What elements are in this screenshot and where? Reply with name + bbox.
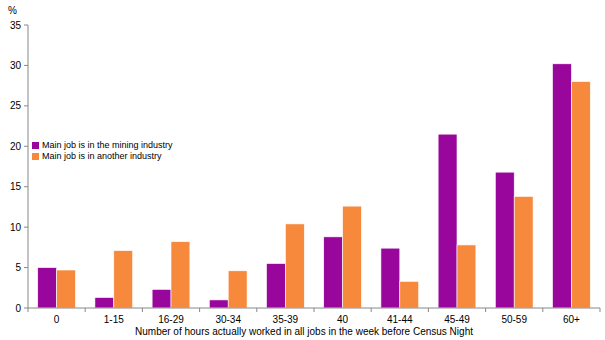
x-tick-label: 41-44 [387, 314, 413, 325]
bar [343, 206, 362, 308]
x-tick-label: 1-15 [104, 314, 124, 325]
bar [95, 297, 114, 308]
y-tick-label: 10 [10, 222, 22, 233]
bar [114, 251, 133, 308]
bar [267, 264, 286, 308]
x-tick-label: 60+ [563, 314, 580, 325]
y-tick-label: 15 [10, 181, 22, 192]
y-tick-label: 0 [15, 303, 21, 314]
y-tick [24, 105, 28, 106]
bar [38, 268, 57, 308]
legend: Main job is in the mining industryMain j… [32, 140, 173, 161]
x-tick [142, 308, 143, 312]
bar [571, 82, 590, 308]
x-tick [428, 308, 429, 312]
y-tick [24, 308, 28, 309]
bar [285, 224, 304, 308]
bar [400, 281, 419, 308]
bar [514, 196, 533, 308]
bar [209, 300, 228, 308]
x-tick-label: 45-49 [444, 314, 470, 325]
x-tick [199, 308, 200, 312]
legend-label: Main job is in the mining industry [42, 140, 173, 150]
bar [228, 271, 247, 308]
bars [38, 64, 591, 308]
y-tick-label: 25 [10, 100, 22, 111]
y-tick [24, 267, 28, 268]
x-tick-label: 16-29 [158, 314, 184, 325]
y-tick [24, 227, 28, 228]
y-tick-label: 35 [10, 20, 22, 31]
x-tick-label: 30-34 [215, 314, 241, 325]
x-tick [85, 308, 86, 312]
x-tick-label: 0 [54, 314, 60, 325]
x-tick-label: 35-39 [273, 314, 299, 325]
bar [171, 242, 190, 308]
y-tick [24, 186, 28, 187]
legend-label: Main job is in another industry [42, 151, 162, 161]
x-tick [28, 308, 29, 312]
bar [57, 270, 76, 308]
bar [457, 245, 476, 308]
bar [381, 248, 400, 308]
y-tick [24, 65, 28, 66]
x-tick [314, 308, 315, 312]
x-tick [256, 308, 257, 312]
x-tick [600, 308, 601, 312]
x-tick [371, 308, 372, 312]
y-tick [24, 146, 28, 147]
chart: 0 5 10 15 20 25 30 35 0 1-15 16-29 30-34 35-39 40 41-4… [0, 0, 605, 340]
bar [438, 134, 457, 308]
y-tick-label: 20 [10, 141, 22, 152]
y-axis-label: % [8, 5, 17, 16]
legend-swatch [32, 153, 39, 160]
bar [495, 172, 514, 308]
y-axis [28, 25, 29, 308]
y-tick [24, 25, 28, 26]
x-tick-label: 40 [337, 314, 349, 325]
bar [553, 64, 572, 308]
x-tick [542, 308, 543, 312]
bar [152, 289, 171, 308]
legend-swatch [32, 142, 39, 149]
x-tick [485, 308, 486, 312]
x-axis-label: Number of hours actually worked in all j… [135, 326, 473, 337]
y-tick-label: 30 [10, 60, 22, 71]
y-tick-label: 5 [15, 262, 21, 273]
bar [324, 237, 343, 308]
x-tick-label: 50-59 [501, 314, 527, 325]
